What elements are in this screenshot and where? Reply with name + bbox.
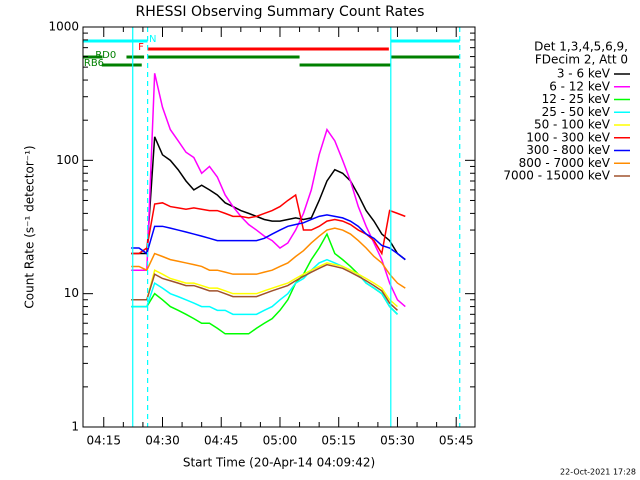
timestamp: 22-Oct-2021 17:28 — [560, 468, 636, 477]
x-tick-label: 05:30 — [380, 434, 415, 448]
x-tick-label: 05:00 — [263, 434, 298, 448]
series-line — [131, 214, 406, 261]
x-axis-label: Start Time (20-Apr-14 04:09:42) — [183, 456, 375, 470]
legend-label: 100 - 300 keV — [526, 130, 610, 144]
series-line — [131, 136, 406, 261]
legend-label: 7000 - 15000 keV — [503, 169, 610, 183]
y-tick-label: 100 — [56, 153, 79, 167]
legend-label: 50 - 100 keV — [534, 118, 611, 132]
series-line — [131, 193, 406, 256]
legend-label: 300 - 800 keV — [526, 143, 610, 157]
legend-label: 3 - 6 keV — [557, 67, 611, 81]
legend-label: 800 - 7000 keV — [519, 156, 611, 170]
legend-header: Det 1,3,4,5,6,9, — [534, 40, 628, 54]
legend-label: 25 - 50 keV — [542, 105, 611, 119]
flag-label: F — [138, 42, 144, 53]
x-tick-label: 05:15 — [321, 434, 356, 448]
x-tick-label: 04:15 — [86, 434, 121, 448]
series-line — [131, 263, 398, 311]
legend-label: 6 - 12 keV — [549, 79, 611, 93]
flag-label: RB6 — [84, 58, 104, 69]
flag-label: RD0 — [95, 50, 116, 61]
series-line — [131, 227, 406, 289]
flag-label: N — [149, 34, 156, 45]
series-line — [131, 232, 398, 335]
plot-frame — [82, 26, 476, 428]
y-tick-label: 10 — [64, 286, 79, 300]
legend-label: 12 - 25 keV — [542, 92, 611, 106]
y-tick-label: 1000 — [48, 20, 79, 34]
x-tick-label: 04:30 — [145, 434, 180, 448]
chart-title: RHESSI Observing Summary Count Rates — [136, 4, 425, 20]
legend-header: FDecim 2, Att 0 — [535, 53, 628, 67]
series-line — [131, 262, 398, 308]
y-axis-label: Count Rate (s⁻¹ detector⁻¹) — [23, 145, 37, 308]
series-line — [131, 73, 406, 308]
y-tick-label: 1 — [71, 420, 79, 434]
x-tick-label: 05:45 — [439, 434, 474, 448]
x-tick-label: 04:45 — [204, 434, 239, 448]
